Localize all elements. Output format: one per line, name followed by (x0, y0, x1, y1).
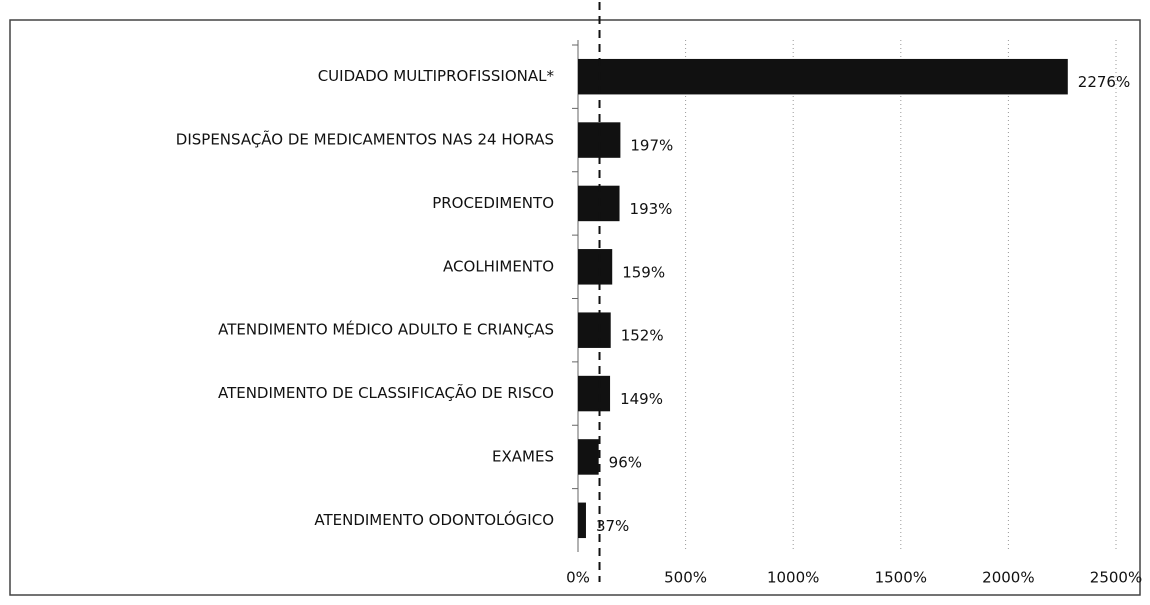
value-label: 152% (621, 327, 664, 345)
value-label: 2276% (1078, 73, 1130, 91)
x-tick-label: 0% (566, 569, 590, 587)
chart-frame (9, 19, 1141, 596)
bar (578, 249, 613, 285)
bar (578, 375, 611, 412)
y-tick-label: DISPENSAÇÃO DE MEDICAMENTOS NAS 24 HORAS (176, 130, 554, 149)
value-label: 193% (630, 200, 673, 218)
bar (578, 122, 621, 158)
y-tick-label: CUIDADO MULTIPROFISSIONAL* (318, 67, 555, 85)
y-tick-label: PROCEDIMENTO (432, 194, 554, 212)
x-tick-label: 2000% (982, 569, 1034, 587)
bar (578, 312, 611, 348)
bar (578, 58, 1068, 95)
bar (578, 439, 599, 475)
x-tick-label: 2500% (1090, 569, 1142, 587)
x-tick-label: 1500% (875, 569, 927, 587)
y-tick-label: EXAMES (492, 447, 554, 465)
y-tick-label: ATENDIMENTO DE CLASSIFICAÇÃO DE RISCO (218, 383, 554, 402)
x-tick-label: 1000% (767, 569, 819, 587)
y-tick-label: ATENDIMENTO MÉDICO ADULTO E CRIANÇAS (218, 320, 554, 339)
value-label: 149% (620, 390, 663, 408)
value-label: 37% (596, 517, 629, 535)
value-label: 197% (630, 137, 673, 155)
value-label: 96% (609, 453, 642, 471)
bar (578, 502, 586, 539)
y-tick-label: ATENDIMENTO ODONTOLÓGICO (314, 510, 554, 529)
y-tick-label: ACOLHIMENTO (443, 257, 554, 275)
value-label: 159% (622, 263, 665, 281)
x-tick-label: 500% (664, 569, 707, 587)
